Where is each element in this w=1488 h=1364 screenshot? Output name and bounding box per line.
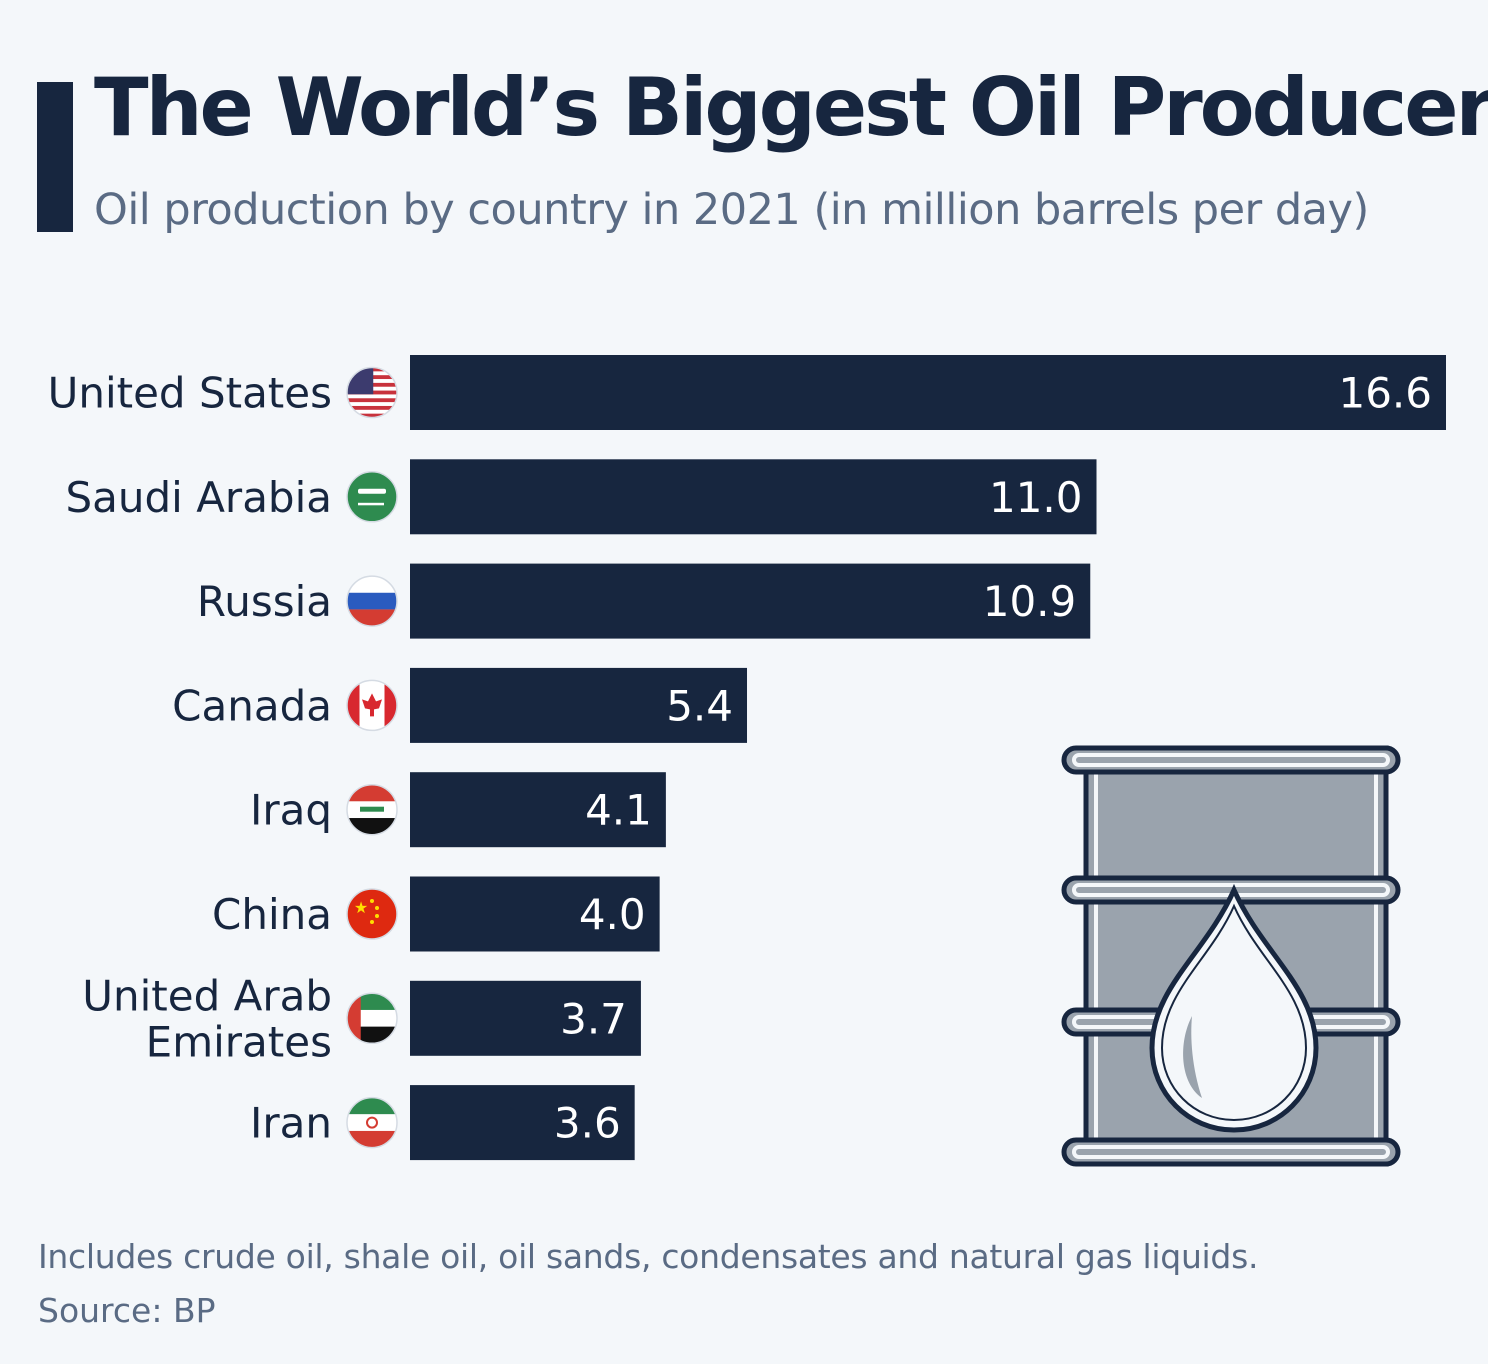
category-label: China — [212, 890, 332, 939]
bar-chart: 16.6 United States 11.0 Saudi Arabia 10.9 Rus… — [48, 355, 1446, 1161]
bar — [410, 355, 1446, 430]
bar — [410, 772, 666, 848]
value-label: 11.0 — [989, 473, 1083, 522]
value-label: 4.1 — [585, 786, 652, 835]
svg-text:★: ★ — [354, 898, 368, 917]
source-note: Source: BP — [38, 1291, 216, 1330]
us-flag-icon — [347, 367, 397, 418]
category-label: Canada — [172, 681, 332, 730]
value-label: 16.6 — [1338, 369, 1432, 418]
saudi-arabia-flag-icon — [347, 471, 397, 522]
category-label: United States — [48, 369, 332, 418]
bar — [410, 1085, 635, 1161]
value-label: 10.9 — [983, 577, 1077, 626]
iran-flag-icon — [347, 1097, 397, 1148]
russia-flag-icon — [347, 576, 397, 627]
category-label: United Arab Emirates — [82, 971, 332, 1066]
bar — [410, 876, 660, 952]
footnote: Includes crude oil, shale oil, oil sands… — [38, 1237, 1259, 1276]
chart-title: The World’s Biggest Oil Producers — [94, 61, 1488, 154]
bar — [410, 563, 1091, 639]
bar — [410, 459, 1097, 535]
bar — [410, 980, 641, 1056]
chart-subtitle: Oil production by country in 2021 (in mi… — [94, 185, 1369, 235]
oil-barrel-icon — [1061, 745, 1401, 1167]
category-label: Saudi Arabia — [66, 473, 333, 522]
value-label: 3.7 — [560, 994, 627, 1043]
category-label: Iran — [250, 1099, 332, 1148]
iraq-flag-icon — [347, 784, 397, 835]
value-label: 4.0 — [579, 890, 646, 939]
category-label: Russia — [197, 577, 332, 626]
title-accent-bar — [37, 82, 73, 232]
value-label: 5.4 — [666, 681, 733, 730]
value-label: 3.6 — [554, 1099, 621, 1148]
china-flag-icon: ★ — [347, 889, 397, 939]
bar — [410, 667, 748, 743]
category-label: Iraq — [250, 786, 332, 835]
